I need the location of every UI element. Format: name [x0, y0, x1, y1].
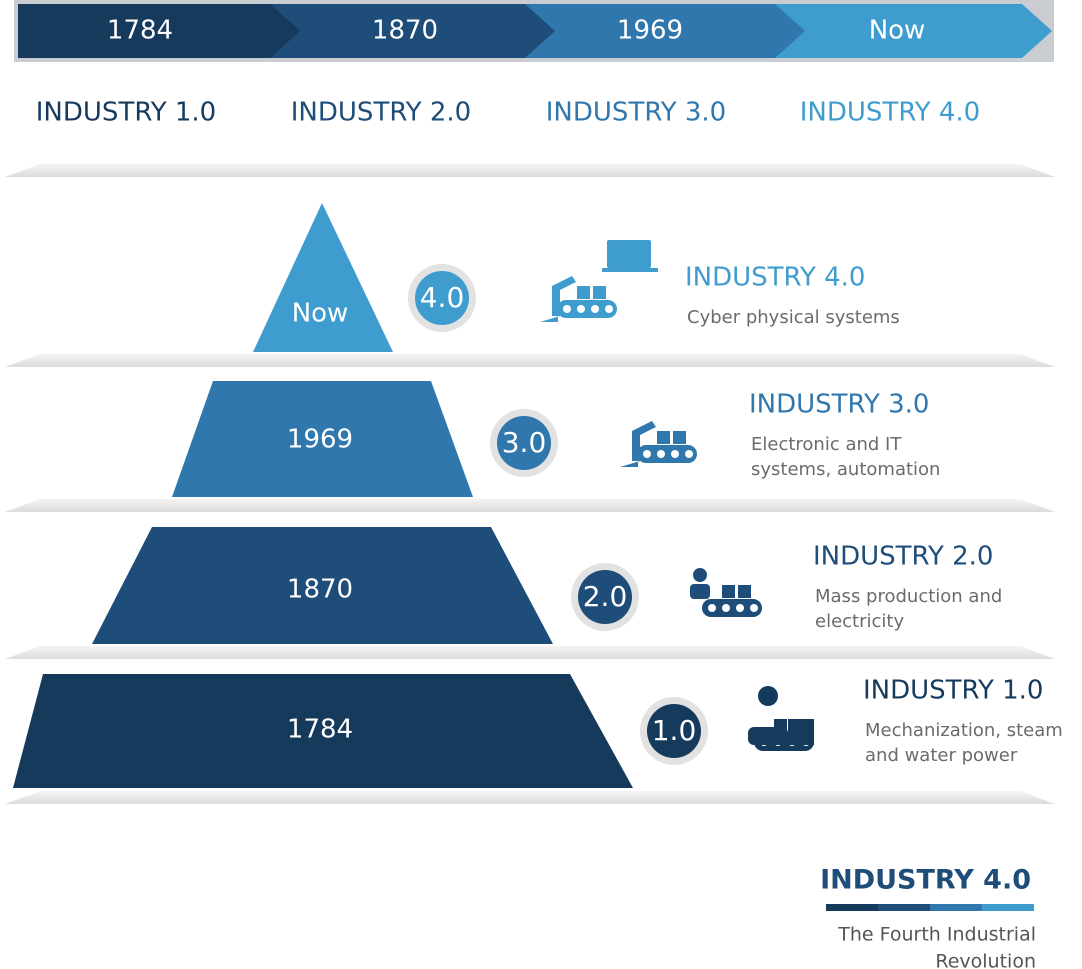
- timeline-arrow: [490, 4, 805, 58]
- level-year: 1870: [287, 575, 353, 605]
- icon-arm: [620, 421, 656, 467]
- icon-roller: [671, 450, 679, 458]
- level-title: INDUSTRY 3.0: [749, 390, 929, 420]
- level-description: Cyber physical systems: [687, 307, 900, 328]
- shelf: [5, 354, 1055, 367]
- shelf: [5, 164, 1055, 177]
- timeline-arrow: [18, 4, 300, 58]
- icon-roller: [657, 450, 665, 458]
- icon-head: [693, 568, 707, 582]
- timeline-year: 1969: [617, 16, 683, 46]
- icon: [690, 568, 762, 617]
- level-description: systems, automation: [751, 459, 940, 480]
- badge-label: 1.0: [652, 714, 697, 747]
- era-label: INDUSTRY 1.0: [36, 98, 216, 128]
- level-description: electricity: [815, 611, 904, 632]
- footer-bar: [878, 904, 930, 911]
- icon: [748, 686, 814, 751]
- pyramid-level: [172, 381, 473, 497]
- timeline-arrow: [240, 4, 555, 58]
- icon-box: [673, 431, 686, 444]
- icon-laptop: [607, 240, 651, 268]
- icon-roller: [750, 604, 758, 612]
- footer-subtitle: Revolution: [935, 951, 1036, 969]
- icon-box: [593, 286, 606, 299]
- level-title: INDUSTRY 1.0: [863, 676, 1043, 706]
- timeline-year: 1870: [372, 16, 438, 46]
- icon: [620, 421, 697, 467]
- timeline-arrow: [735, 4, 1052, 58]
- level-description: and water power: [865, 745, 1018, 766]
- icon-box: [722, 585, 735, 598]
- icon-belt: [557, 300, 617, 318]
- level-year: Now: [292, 299, 349, 329]
- badge-label: 4.0: [420, 281, 465, 314]
- icon-box: [657, 431, 670, 444]
- badge: [647, 704, 701, 758]
- pyramid-level: [13, 674, 633, 788]
- footer-bar: [930, 904, 982, 911]
- icon-roller: [685, 450, 693, 458]
- level-title: INDUSTRY 4.0: [685, 263, 865, 293]
- level-year: 1969: [287, 425, 353, 455]
- shelf: [5, 646, 1055, 659]
- icon-box: [577, 286, 590, 299]
- footer-bar: [826, 904, 878, 911]
- badge: [497, 416, 551, 470]
- badge-label: 2.0: [583, 580, 628, 613]
- icon-belt: [637, 445, 697, 463]
- icon-smoke: [758, 686, 778, 706]
- icon-roller: [563, 305, 571, 313]
- icon-engine: [748, 727, 788, 745]
- level-description: Mechanization, steam: [865, 720, 1063, 741]
- level-year: 1784: [287, 715, 353, 745]
- footer-subtitle: The Fourth Industrial: [837, 924, 1036, 946]
- icon-roller: [643, 450, 651, 458]
- icon-box: [738, 585, 751, 598]
- badge: [415, 271, 469, 325]
- pyramid-level: [253, 203, 393, 352]
- era-label: INDUSTRY 2.0: [291, 98, 471, 128]
- icon-arm: [540, 276, 576, 322]
- level-title: INDUSTRY 2.0: [813, 542, 993, 572]
- icon-body: [690, 584, 710, 599]
- footer-bar: [982, 904, 1034, 911]
- icon-belt: [702, 599, 762, 617]
- icon-roller: [708, 604, 716, 612]
- shelf: [5, 791, 1055, 804]
- era-label: INDUSTRY 4.0: [800, 98, 980, 128]
- icon-roller: [736, 604, 744, 612]
- pyramid-level: [92, 527, 553, 644]
- footer-title: INDUSTRY 4.0: [820, 865, 1031, 896]
- timeline-year: 1784: [107, 16, 173, 46]
- level-description: Electronic and IT: [751, 434, 902, 455]
- timeline-year: Now: [869, 16, 926, 46]
- icon-roller: [591, 305, 599, 313]
- icon-roller: [722, 604, 730, 612]
- badge: [578, 570, 632, 624]
- icon-roller: [577, 305, 585, 313]
- icon-roller: [605, 305, 613, 313]
- level-description: Mass production and: [815, 586, 1002, 607]
- icon-laptop-base: [602, 268, 658, 272]
- icon: [540, 240, 658, 322]
- icon-cab: [788, 719, 814, 745]
- shelf: [5, 499, 1055, 512]
- badge-label: 3.0: [502, 426, 547, 459]
- era-label: INDUSTRY 3.0: [546, 98, 726, 128]
